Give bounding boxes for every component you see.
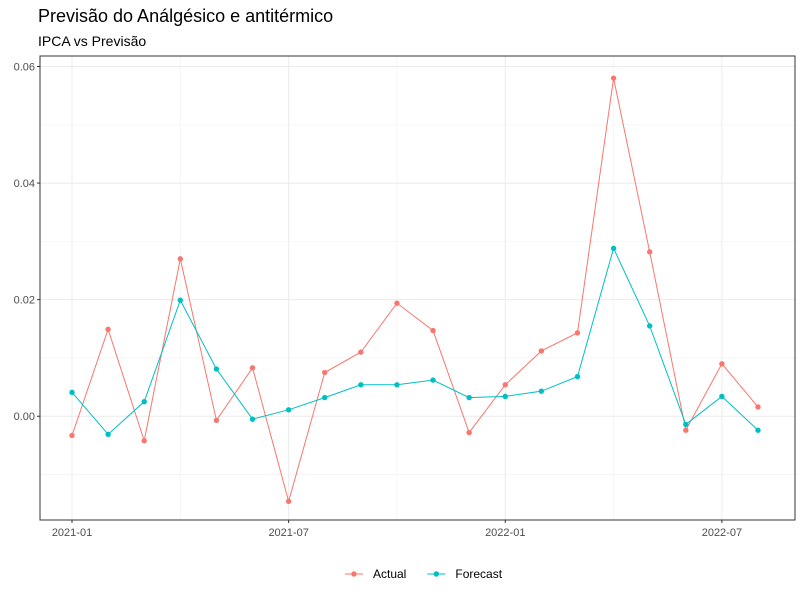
data-point-forecast [466,394,472,401]
data-point-actual [430,327,436,334]
chart-title: Previsão do Análgésico e antitérmico [38,6,334,26]
data-point-actual [574,330,581,336]
data-point-actual [285,498,292,505]
series-line-forecast [71,246,759,436]
data-point-forecast [69,389,75,396]
data-point-forecast [610,245,617,252]
data-point-forecast [213,366,220,372]
y-tick-label: 0.06 [14,61,35,73]
data-point-forecast [574,373,581,380]
data-point-forecast [394,382,400,388]
x-tick-label: 2021-01 [52,527,92,539]
data-point-actual [466,429,472,436]
data-point-actual [249,365,256,371]
x-tick-label: 2022-07 [702,527,742,539]
data-point-forecast [249,416,256,422]
data-point-forecast [430,377,436,383]
data-point-forecast [755,427,761,433]
data-point-actual [69,432,75,439]
data-point-actual [394,300,400,306]
data-point-actual [322,369,328,376]
y-tick-label: 0.02 [14,295,35,307]
data-point-forecast [358,382,364,388]
data-point-actual [719,361,725,367]
data-point-forecast [646,323,653,329]
series-line-actual [71,78,759,504]
data-point-forecast [502,393,508,400]
data-point-forecast [285,407,292,413]
legend-key-point-actual [351,571,357,577]
data-point-actual [683,427,689,433]
data-point-actual [502,382,508,388]
y-tick-label: 0.00 [14,411,35,423]
data-point-forecast [719,393,725,400]
y-tick-label: 0.04 [14,178,35,190]
data-point-forecast [322,394,328,401]
data-point-forecast [683,421,689,428]
legend-label-forecast: Forecast [455,567,502,581]
data-point-actual [646,249,653,255]
legend-label-actual: Actual [373,567,406,581]
data-point-actual [141,438,147,444]
data-point-actual [358,349,364,355]
data-point-actual [177,256,184,262]
data-point-actual [213,417,220,424]
data-point-actual [755,404,761,410]
legend-key-point-forecast [433,571,440,577]
data-point-actual [538,348,545,354]
data-point-actual [610,75,617,81]
panel-border [39,55,796,521]
data-point-actual [105,326,111,333]
data-point-forecast [538,388,545,394]
x-tick-label: 2022-01 [485,527,525,539]
x-tick-label: 2021-07 [268,527,308,539]
data-point-forecast [105,431,111,438]
chart-subtitle: IPCA vs Previsão [38,33,147,49]
data-point-forecast [177,297,184,303]
data-point-forecast [141,398,147,405]
